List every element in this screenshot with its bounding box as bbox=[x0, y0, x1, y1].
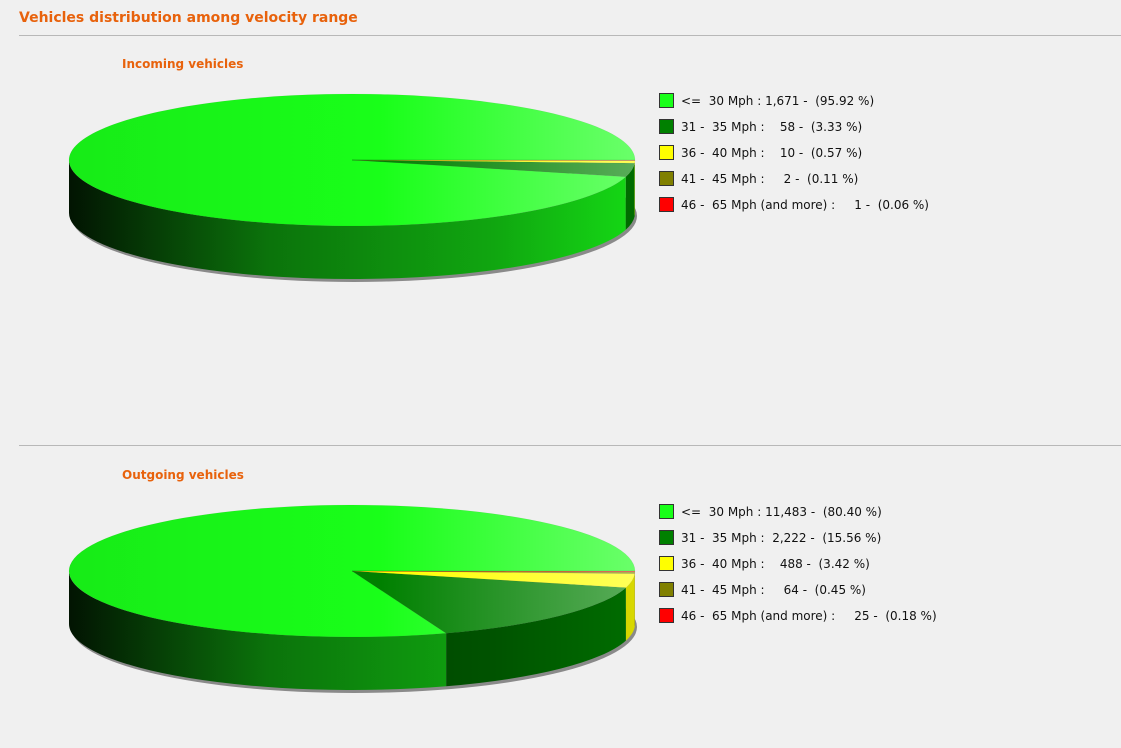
legend-label: 46 - 65 Mph (and more) : 1 - (0.06 %) bbox=[681, 198, 929, 212]
pie-chart-svg bbox=[0, 57, 660, 297]
incoming-vehicles-chart: Incoming vehicles <= 30 Mph : 1,671 - (9… bbox=[0, 57, 1121, 337]
legend-label: 41 - 45 Mph : 64 - (0.45 %) bbox=[681, 583, 866, 597]
legend-label: 36 - 40 Mph : 10 - (0.57 %) bbox=[681, 146, 862, 160]
legend-swatch bbox=[659, 171, 674, 186]
legend-swatch bbox=[659, 197, 674, 212]
legend-swatch bbox=[659, 119, 674, 134]
title-divider bbox=[19, 35, 1121, 36]
legend-label: <= 30 Mph : 1,671 - (95.92 %) bbox=[681, 94, 874, 108]
legend-swatch bbox=[659, 93, 674, 108]
legend-label: 31 - 35 Mph : 58 - (3.33 %) bbox=[681, 120, 862, 134]
legend-swatch bbox=[659, 608, 674, 623]
legend-swatch bbox=[659, 556, 674, 571]
legend-label: 41 - 45 Mph : 2 - (0.11 %) bbox=[681, 172, 858, 186]
legend-label: <= 30 Mph : 11,483 - (80.40 %) bbox=[681, 505, 882, 519]
legend-swatch bbox=[659, 145, 674, 160]
pie-chart-svg bbox=[0, 468, 660, 708]
legend-swatch bbox=[659, 582, 674, 597]
section-divider bbox=[19, 445, 1121, 446]
page-title: Vehicles distribution among velocity ran… bbox=[19, 10, 358, 26]
legend-label: 31 - 35 Mph : 2,222 - (15.56 %) bbox=[681, 531, 881, 545]
outgoing-vehicles-chart: Outgoing vehicles <= 30 Mph : 11,483 - (… bbox=[0, 468, 1121, 748]
legend-label: 36 - 40 Mph : 488 - (3.42 %) bbox=[681, 557, 870, 571]
legend-label: 46 - 65 Mph (and more) : 25 - (0.18 %) bbox=[681, 609, 937, 623]
legend-swatch bbox=[659, 504, 674, 519]
legend-swatch bbox=[659, 530, 674, 545]
